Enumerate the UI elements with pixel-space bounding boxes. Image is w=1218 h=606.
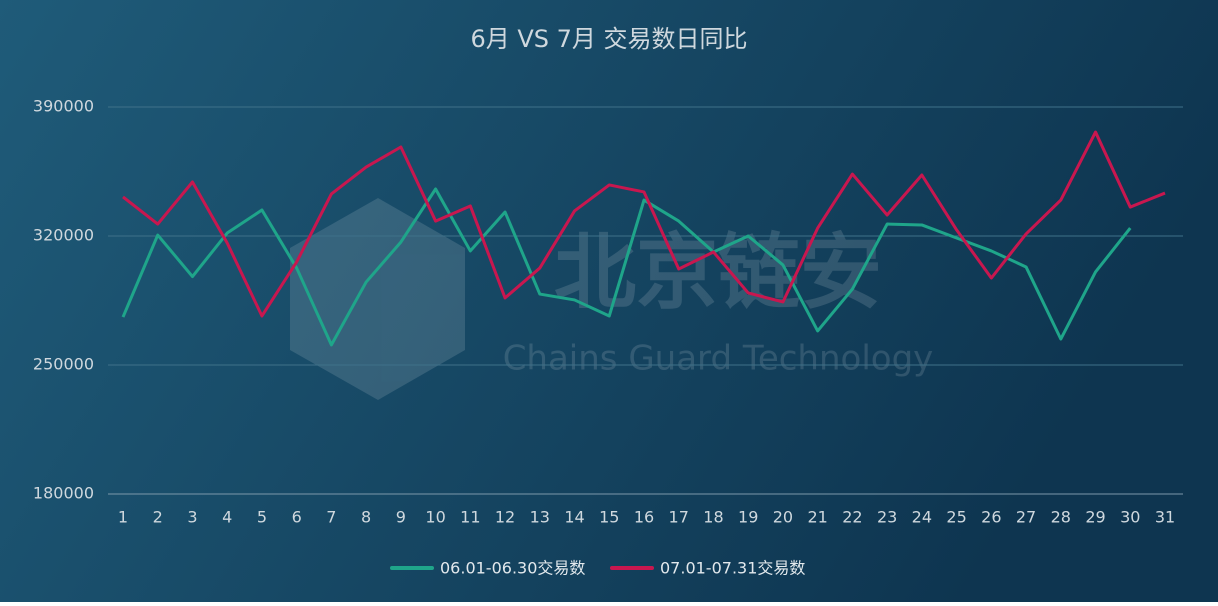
x-tick-label: 20 xyxy=(773,508,793,527)
x-tick-label: 9 xyxy=(396,508,406,527)
x-tick-label: 16 xyxy=(634,508,654,527)
x-tick-label: 5 xyxy=(257,508,267,527)
x-tick-label: 12 xyxy=(495,508,515,527)
x-tick-label: 15 xyxy=(599,508,619,527)
y-tick-label: 390000 xyxy=(33,97,94,116)
legend-label: 06.01-06.30交易数 xyxy=(440,559,585,578)
x-tick-label: 21 xyxy=(807,508,827,527)
y-tick-label: 320000 xyxy=(33,226,94,245)
x-tick-label: 3 xyxy=(187,508,197,527)
x-tick-label: 13 xyxy=(530,508,550,527)
x-tick-label: 25 xyxy=(946,508,966,527)
x-tick-label: 1 xyxy=(118,508,128,527)
x-tick-label: 24 xyxy=(912,508,932,527)
legend-label: 07.01-07.31交易数 xyxy=(660,559,805,578)
x-tick-label: 31 xyxy=(1155,508,1175,527)
x-tick-label: 19 xyxy=(738,508,758,527)
series-line xyxy=(122,130,1166,318)
x-tick-label: 2 xyxy=(153,508,163,527)
x-tick-label: 6 xyxy=(292,508,302,527)
x-tick-label: 26 xyxy=(981,508,1001,527)
x-tick-label: 29 xyxy=(1085,508,1105,527)
x-tick-label: 27 xyxy=(1016,508,1036,527)
x-tick-label: 28 xyxy=(1051,508,1071,527)
x-tick-label: 23 xyxy=(877,508,897,527)
x-tick-label: 30 xyxy=(1120,508,1140,527)
y-tick-label: 250000 xyxy=(33,355,94,374)
x-tick-label: 11 xyxy=(460,508,480,527)
x-tick-label: 7 xyxy=(326,508,336,527)
y-tick-label: 180000 xyxy=(33,484,94,503)
watermark: 北京链安 Chains Guard Technology xyxy=(290,198,933,400)
chart-title: 6月 VS 7月 交易数日同比 xyxy=(470,25,747,53)
watermark-subtext: Chains Guard Technology xyxy=(503,339,934,379)
x-tick-label: 14 xyxy=(564,508,584,527)
x-tick-label: 8 xyxy=(361,508,371,527)
watermark-logo xyxy=(290,198,465,400)
x-tick-label: 4 xyxy=(222,508,232,527)
x-tick-label: 18 xyxy=(703,508,723,527)
x-tick-label: 22 xyxy=(842,508,862,527)
x-tick-label: 10 xyxy=(425,508,445,527)
watermark-text: 北京链安 xyxy=(554,225,882,320)
x-tick-label: 17 xyxy=(669,508,689,527)
